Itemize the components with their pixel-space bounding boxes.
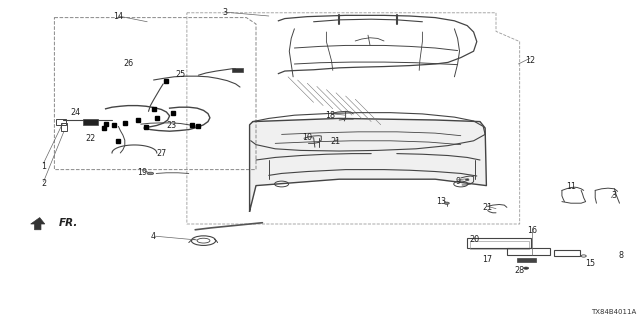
Bar [61,123,67,131]
Ellipse shape [465,179,469,181]
Text: 3: 3 [223,8,228,17]
Text: 22: 22 [86,134,96,143]
Text: 1: 1 [41,162,46,171]
Text: 23: 23 [166,121,177,130]
Text: 27: 27 [156,149,166,158]
Text: 16: 16 [527,226,538,235]
Bar [232,68,243,72]
Text: TX84B4011A: TX84B4011A [591,309,637,315]
Ellipse shape [147,172,154,175]
Bar [467,238,531,248]
Text: 24: 24 [70,108,81,117]
Text: 18: 18 [325,111,335,120]
Bar [517,258,536,262]
Text: 14: 14 [113,12,124,21]
Text: 13: 13 [436,197,447,206]
Text: 25: 25 [175,70,186,79]
Bar [56,119,66,125]
Text: 8: 8 [618,252,623,260]
FancyBboxPatch shape [83,119,98,125]
Text: FR.: FR. [59,218,78,228]
Polygon shape [250,118,486,211]
Text: 3: 3 [612,191,617,200]
Text: 26: 26 [123,60,133,68]
Text: 2: 2 [41,180,46,188]
Bar [554,250,580,256]
Ellipse shape [524,267,529,269]
Text: 11: 11 [566,182,576,191]
Text: 21: 21 [483,204,493,212]
Bar [470,241,529,249]
Text: 17: 17 [483,255,493,264]
Text: 19: 19 [137,168,147,177]
Text: 20: 20 [470,235,480,244]
Text: 28: 28 [515,266,525,275]
Ellipse shape [444,202,449,204]
Text: 4: 4 [151,232,156,241]
Text: 15: 15 [585,259,595,268]
Text: 12: 12 [525,56,535,65]
Polygon shape [31,218,45,230]
Text: 10: 10 [302,133,312,142]
Text: 9: 9 [455,177,460,186]
Text: 21: 21 [330,137,340,146]
Bar [507,248,550,255]
